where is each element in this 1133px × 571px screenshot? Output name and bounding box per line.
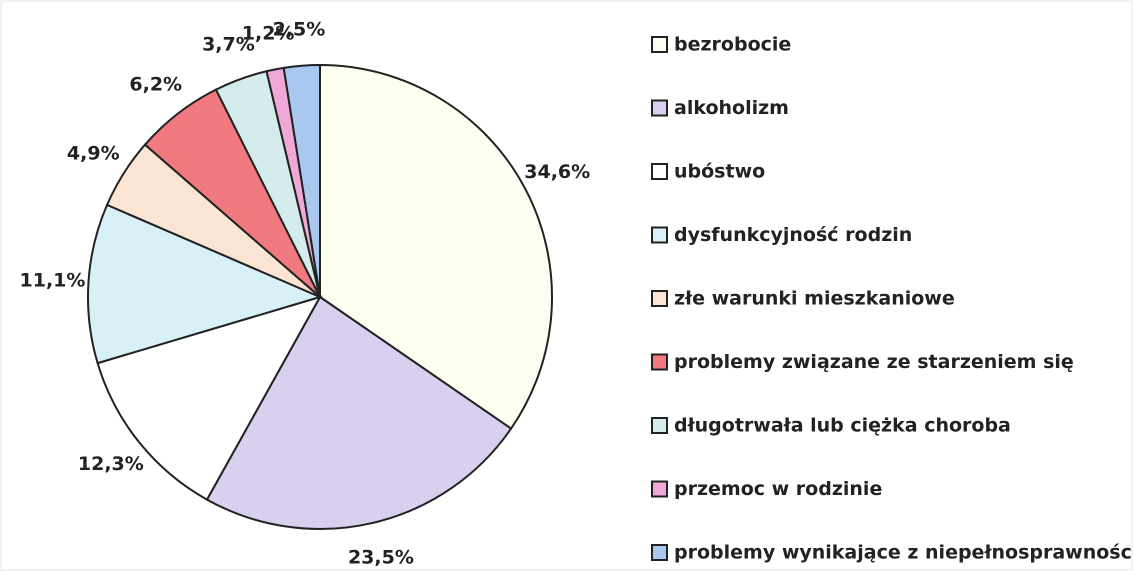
legend-label: ubóstwo [674,161,765,183]
data-label: 12,3% [78,453,144,475]
data-label: 6,2% [129,74,182,96]
pie-slice [319,63,553,430]
legend-label: bezrobocie [674,34,791,56]
legend-swatch [651,36,668,53]
data-label: 3,7% [202,34,255,56]
data-label: 11,1% [20,270,86,292]
legend-label: złe warunki mieszkaniowe [674,288,955,310]
legend-swatch [651,417,668,434]
data-label: 1,2% [242,23,295,45]
legend-swatch [651,544,668,561]
legend-swatch [651,226,668,244]
legend-swatch [651,353,668,371]
legend-swatch [651,99,668,117]
data-label: 34,6% [524,161,590,183]
legend-swatch [651,480,668,498]
data-label: 2,5% [273,18,326,40]
data-label: 4,9% [67,143,120,165]
legend-label: długotrwała lub ciężka choroba [674,415,1011,437]
data-label: 23,5% [348,546,414,568]
pie-slice [205,295,513,530]
pie-slice [87,203,323,365]
legend-label: problemy wynikające z niepełnosprawności [674,542,1133,564]
legend-label: problemy związane ze starzeniem się [674,351,1074,373]
legend-label: dysfunkcyjność rodzin [674,224,912,246]
legend-swatch [651,290,668,307]
pie-slice [96,295,323,501]
legend-swatch [651,163,668,180]
legend-label: alkoholizm [674,97,789,119]
pie-slice [282,63,321,298]
legend-label: przemoc w rodzinie [674,478,882,500]
